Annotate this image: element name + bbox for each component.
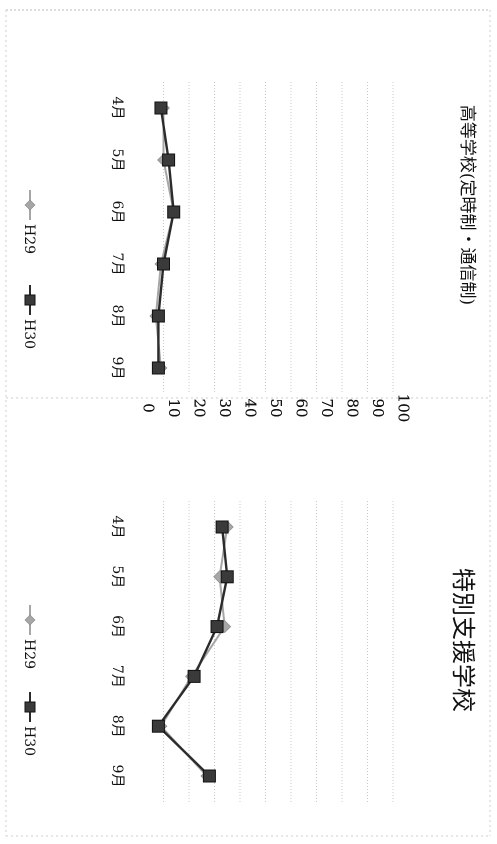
x-category-label: 6月 [109,201,125,224]
point-H30 [167,205,181,219]
y-tick-label: 90 [369,398,387,417]
x-category-label: 9月 [109,357,125,380]
point-H30 [151,309,165,323]
point-H30 [151,361,165,375]
series-line-H30 [157,107,175,368]
point-H30 [157,257,170,271]
y-tick-label: 20 [190,398,208,417]
point-H30 [220,570,234,584]
legend-marker-H30 [24,701,36,713]
y-tick-label: 70 [318,398,336,417]
x-category-label: 5月 [109,565,125,588]
y-tick-label: 30 [216,398,234,417]
y-tick-label: 70 [318,398,336,417]
y-tick-label: 40 [241,398,259,417]
legend-label-H30: H30 [21,319,37,349]
point-H30 [162,153,176,167]
y-tick-label: 40 [241,398,259,417]
x-category-label: 7月 [109,665,125,688]
chart-title: 高等学校(定時制・通信制) [457,105,477,305]
series-line-H30 [156,526,229,777]
y-tick-label: 80 [343,398,361,417]
y-tick-label: 100 [394,394,412,423]
legend-marker-H30 [24,294,36,306]
legend-label-H29: H29 [21,224,37,254]
x-category-label: 5月 [109,149,125,172]
point-H30 [202,769,216,783]
y-tick-label: 10 [165,398,183,417]
x-category-label: 8月 [109,305,125,328]
point-H30 [210,620,224,634]
y-tick-label: 100 [394,394,412,423]
x-category-label: 7月 [109,253,125,276]
x-category-label: 8月 [109,715,125,738]
y-tick-label: 60 [292,398,310,417]
point-H30 [154,101,168,115]
chart-title: 特別支援学校 [449,568,477,712]
y-tick-label: 50 [267,398,285,417]
y-tick-label: 60 [292,398,310,417]
point-H30 [215,520,229,534]
point-H30 [187,669,201,683]
y-tick-label: 0 [139,403,157,413]
chart-2: 特別支援学校 0 10 20 30 40 50 60 70 80 90 100 4月 5月 6月 7月 8月 9月… [21,394,477,802]
y-tick-label: 80 [343,398,361,417]
y-tick-label: 10 [165,398,183,417]
legend-label-H29: H29 [21,639,37,669]
legend-marker-H29 [24,199,36,211]
legend-marker-H29 [24,614,36,626]
y-tick-label: 20 [190,398,208,417]
series-line-H29 [154,108,175,369]
chart-1: 高等学校(定時制・通信制) 0 10 20 30 40 50 60 70 80 90 100 4月 5月 6… [21,82,477,422]
point-H30 [151,719,165,733]
y-tick-label: 50 [267,398,285,417]
x-category-label: 9月 [109,765,125,788]
x-category-label: 4月 [109,97,125,120]
y-tick-label: 30 [216,398,234,417]
y-tick-label: 0 [139,403,157,413]
x-category-label: 4月 [109,516,125,539]
y-tick-label: 90 [369,398,387,417]
legend-label-H30: H30 [21,726,37,756]
x-category-label: 6月 [109,615,125,638]
